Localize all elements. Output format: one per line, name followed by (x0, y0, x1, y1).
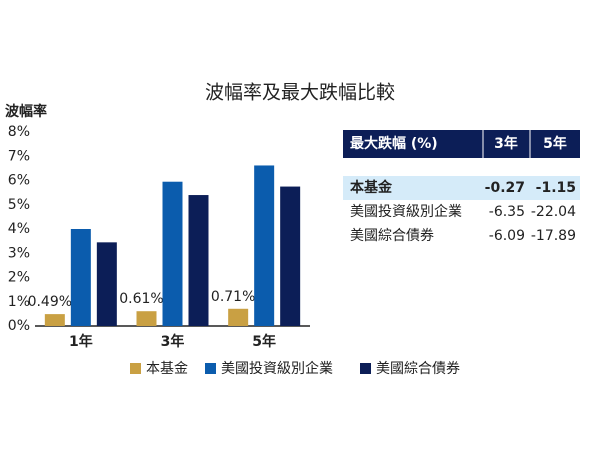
table-header: 3年 (494, 135, 518, 152)
y-tick-label: 5% (8, 197, 30, 213)
y-tick-label: 1% (8, 294, 30, 310)
table-cell: -0.27 (485, 180, 525, 196)
bar (44, 314, 65, 326)
y-tick-label: 0% (8, 318, 30, 334)
table-highlight (343, 176, 580, 200)
bar (96, 242, 117, 326)
y-tick-label: 2% (8, 270, 30, 286)
x-tick-label: 5年 (252, 333, 276, 350)
bar (228, 308, 249, 326)
bar (136, 311, 157, 326)
legend-label: 美國綜合債券 (376, 361, 460, 377)
bar (280, 186, 301, 326)
table-cell: 美國綜合債券 (350, 228, 434, 244)
y-tick-label: 3% (8, 245, 30, 261)
y-tick-label: 6% (8, 173, 30, 189)
chart-title: 波幅率及最大跌幅比較 (205, 82, 395, 104)
bar (162, 181, 183, 326)
data-label: 0.49% (28, 294, 72, 310)
x-tick-label: 3年 (161, 333, 185, 350)
y-tick-label: 7% (8, 148, 30, 164)
table-cell: -1.15 (536, 180, 576, 196)
legend-label: 本基金 (146, 360, 188, 377)
bar (254, 165, 275, 326)
table-cell: -17.89 (531, 228, 576, 244)
legend-swatch (360, 363, 371, 374)
table-header: 5年 (543, 135, 567, 152)
table-cell: -22.04 (531, 204, 576, 220)
table-cell: -6.09 (489, 228, 525, 244)
legend-swatch (130, 363, 141, 374)
table-header-bg (343, 130, 580, 158)
table-header: 最大跌幅 (%) (350, 135, 438, 152)
table-cell: 本基金 (350, 179, 393, 196)
y-axis-label: 波幅率 (5, 103, 47, 120)
data-label: 0.61% (119, 291, 163, 307)
x-tick-label: 1年 (69, 333, 93, 350)
y-tick-label: 4% (8, 221, 30, 237)
y-tick-label: 8% (8, 124, 30, 140)
bar (188, 195, 209, 326)
data-label: 0.71% (211, 289, 255, 305)
bar (70, 229, 91, 326)
table-cell: -6.35 (489, 204, 525, 220)
table-cell: 美國投資級別企業 (350, 203, 462, 220)
legend-swatch (205, 363, 216, 374)
legend-label: 美國投資級別企業 (221, 360, 333, 377)
